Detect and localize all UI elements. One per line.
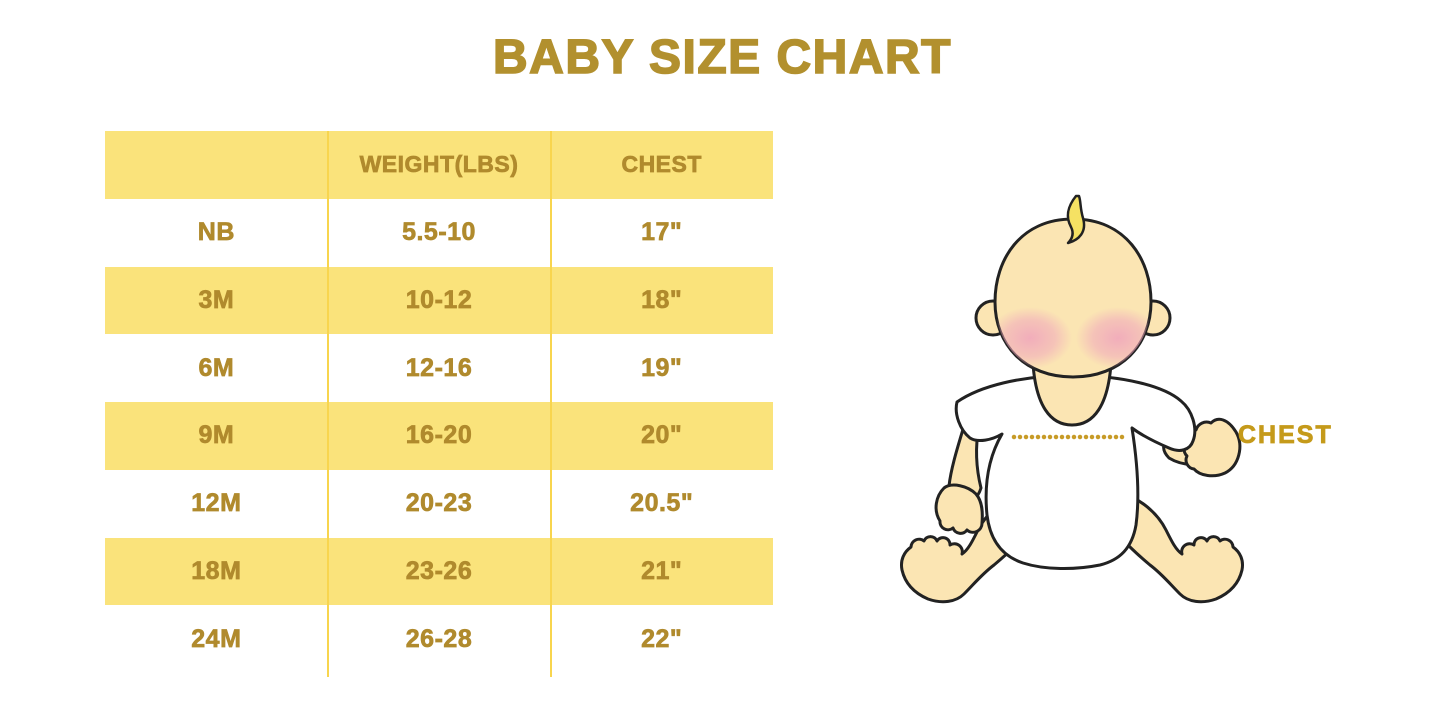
baby-left-hand [934, 483, 984, 535]
weight-cell: 23-26 [405, 556, 473, 586]
table-header-row: WEIGHT(LBS) CHEST [105, 131, 773, 199]
table-row: 6M 12-16 19" [105, 334, 773, 402]
weight-cell: 20-23 [405, 489, 473, 518]
page-title: BABY SIZE CHART [492, 30, 952, 85]
size-table: WEIGHT(LBS) CHEST NB 5.5-10 17" 3M 10-12… [105, 131, 773, 677]
baby-blush-right [1076, 307, 1151, 369]
table-row: 24M 26-28 22" [105, 605, 773, 673]
size-cell: NB [197, 218, 235, 247]
chest-header: CHEST [621, 151, 702, 178]
table-row: 18M 23-26 21" [105, 537, 773, 606]
weight-cell: 12-16 [405, 353, 473, 382]
chest-cell: 20" [641, 421, 683, 450]
chest-cell: 18" [641, 285, 683, 315]
size-cell: 9M [198, 421, 235, 450]
table-row: NB 5.5-10 17" [105, 198, 773, 267]
chest-cell: 21" [641, 556, 683, 586]
table-row: 12M 20-23 20.5" [105, 469, 773, 538]
baby-blush-left [995, 307, 1072, 369]
chest-label: CHEST [1238, 421, 1333, 450]
size-cell: 18M [191, 556, 242, 586]
weight-cell: 5.5-10 [402, 218, 476, 247]
table-row: 3M 10-12 18" [105, 266, 773, 335]
weight-cell: 26-28 [405, 624, 473, 653]
chest-cell: 19" [641, 353, 683, 382]
baby-hair-curl [1066, 194, 1086, 245]
size-cell: 6M [198, 353, 235, 382]
chest-cell: 22" [641, 624, 683, 653]
chest-cell: 20.5" [630, 489, 694, 518]
weight-header: WEIGHT(LBS) [359, 151, 519, 178]
baby-onesie [954, 373, 1197, 571]
baby-illustration-container [880, 180, 1360, 640]
size-cell: 24M [191, 624, 242, 653]
baby-illustration [899, 194, 1245, 604]
size-header [105, 131, 328, 199]
column-divider [549, 131, 552, 677]
table-row: 9M 16-20 20" [105, 402, 773, 470]
weight-cell: 16-20 [405, 421, 473, 450]
chest-cell: 17" [641, 218, 683, 247]
size-cell: 12M [191, 489, 242, 518]
size-cell: 3M [198, 285, 235, 315]
weight-cell: 10-12 [405, 285, 473, 315]
column-divider [326, 131, 329, 677]
